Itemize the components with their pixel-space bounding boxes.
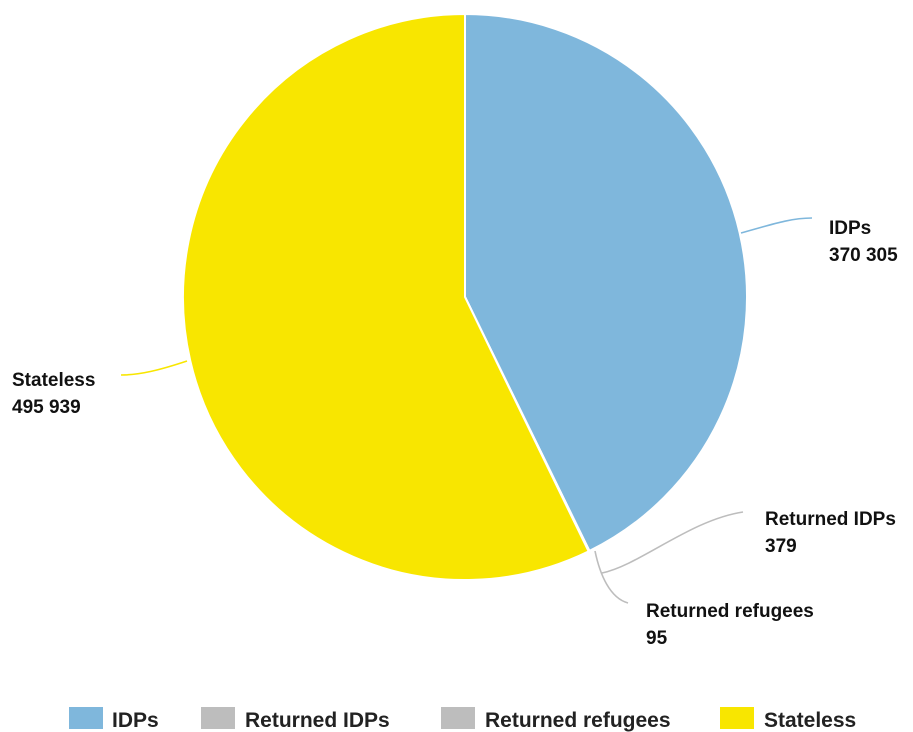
leader-line-returned-idps (601, 511, 744, 574)
label-returned-refugees-name: Returned refugees (646, 601, 814, 622)
leader-line-idps (740, 217, 813, 234)
label-returned-idps-name: Returned IDPs (765, 509, 896, 530)
leader-line-returned-refugees (594, 550, 629, 604)
label-idps-name: IDPs (829, 218, 871, 239)
legend-label-idps: IDPs (112, 709, 159, 732)
legend-swatch-returned-refugees (441, 707, 475, 729)
label-stateless-name: Stateless (12, 370, 95, 391)
legend-label-returned-refugees: Returned refugees (485, 709, 671, 732)
label-returned-idps-value: 379 (765, 536, 797, 557)
leader-lines (120, 217, 813, 604)
legend-swatch-idps (69, 707, 103, 729)
label-idps-value: 370 305 (829, 245, 898, 266)
leader-line-stateless (120, 360, 188, 376)
label-returned-refugees-value: 95 (646, 628, 668, 649)
legend-swatch-stateless (720, 707, 754, 729)
pie-slices (181, 13, 748, 581)
legend-swatch-returned-idps (201, 707, 235, 729)
label-stateless-value: 495 939 (12, 397, 81, 418)
legend-label-stateless: Stateless (764, 709, 856, 732)
slice-idps (464, 13, 748, 552)
slice-labels: IDPs 370 305 Returned IDPs 379 Returned … (12, 218, 898, 649)
slice-stateless (181, 13, 590, 581)
legend-label-returned-idps: Returned IDPs (245, 709, 390, 732)
legend: IDPs Returned IDPs Returned refugees Sta… (69, 707, 856, 732)
